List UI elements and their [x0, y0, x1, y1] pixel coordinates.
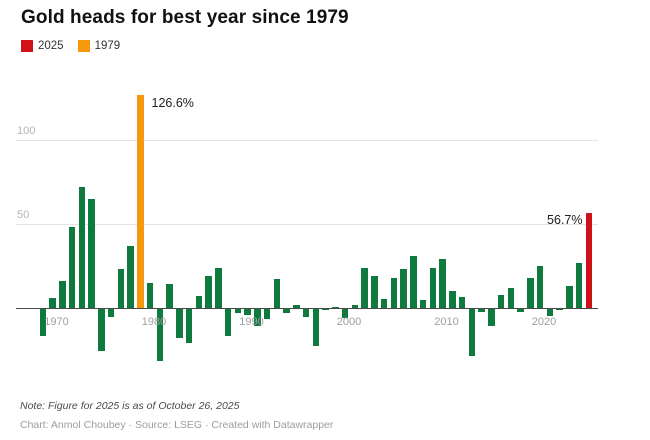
bar-1978 [127, 245, 134, 308]
bar-2020 [536, 266, 544, 308]
bar-1990 [244, 309, 251, 315]
bar-2011 [449, 291, 456, 308]
bar-1992 [263, 309, 271, 320]
bar-1985 [195, 296, 202, 308]
bar-2010 [439, 259, 446, 308]
bar-2023 [566, 286, 573, 308]
bar-2013 [468, 309, 475, 357]
bar-1996 [302, 309, 310, 318]
bar-2018 [517, 309, 524, 312]
legend-label-2025: 2025 [38, 40, 64, 52]
credits: Chart: Anmol Choubey · Source: LSEG · Cr… [20, 419, 334, 431]
bar-2004 [380, 298, 388, 308]
bar-1972 [68, 226, 76, 308]
legend-swatch-1979 [77, 40, 90, 52]
bar-2006 [400, 269, 407, 308]
bar-1988 [224, 309, 232, 336]
legend: 2025 1979 [21, 40, 120, 52]
bar-1993 [273, 279, 280, 308]
bar-2024 [575, 262, 583, 308]
bar-2005 [390, 277, 397, 308]
bar-2002 [361, 267, 368, 308]
bar-2014 [478, 309, 485, 313]
bar-1981 [156, 309, 163, 362]
chart-title: Gold heads for best year since 1979 [21, 7, 349, 28]
footnote: Note: Figure for 2025 is as of October 2… [20, 400, 240, 412]
bar-1979 [137, 95, 144, 308]
x-axis-label-1970: 1970 [44, 316, 69, 328]
bar-1991 [254, 309, 261, 326]
bar-2007 [410, 255, 417, 308]
bar-2025 [585, 212, 592, 308]
bar-1973 [78, 187, 85, 308]
bar-2022 [556, 309, 563, 310]
bar-1980 [146, 282, 154, 308]
y-axis-label-50: 50 [17, 209, 30, 221]
bar-2021 [546, 309, 553, 316]
bar-1977 [117, 269, 124, 308]
x-axis-label-2000: 2000 [336, 316, 362, 328]
bar-1995 [293, 305, 300, 308]
bar-2017 [507, 287, 514, 308]
x-axis-line [16, 308, 598, 309]
bar-1998 [322, 309, 329, 310]
bar-1976 [107, 309, 115, 318]
bar-2015 [488, 309, 495, 326]
bar-1975 [98, 309, 105, 351]
bar-1984 [185, 309, 193, 343]
bar-1970 [49, 297, 56, 308]
legend-swatch-2025 [21, 40, 33, 52]
legend-item-1979: 1979 [77, 40, 121, 52]
bar-1989 [234, 309, 241, 314]
gridline-50 [16, 224, 598, 225]
bar-1999 [332, 307, 339, 308]
bar-1986 [205, 276, 212, 308]
x-axis-label-2010: 2010 [434, 316, 459, 328]
legend-label-1979: 1979 [94, 40, 121, 52]
bar-2016 [497, 294, 505, 308]
gridline-100 [16, 140, 598, 141]
x-axis-label-2020: 2020 [531, 316, 557, 328]
bar-2012 [458, 297, 466, 308]
bar-1969 [39, 309, 46, 336]
bar-2008 [419, 299, 427, 308]
bar-2019 [527, 277, 534, 308]
x-axis-label-1990: 1990 [239, 316, 264, 328]
bar-1982 [166, 284, 173, 308]
bar-2003 [371, 276, 378, 308]
legend-item-2025: 2025 [21, 40, 64, 52]
value-label-1979: 126.6% [151, 96, 194, 111]
y-axis-label-100: 100 [17, 125, 36, 137]
plot-area: 50 100 1970 1980 1990 2000 2010 2020 126.6% 56.7% [0, 88, 650, 388]
bar-1997 [312, 309, 319, 346]
bar-2009 [429, 267, 436, 308]
bar-1987 [215, 267, 222, 308]
bar-1971 [59, 281, 66, 308]
bar-2000 [341, 309, 349, 319]
bar-2001 [351, 304, 358, 308]
bar-1974 [88, 198, 95, 308]
bar-1994 [283, 309, 290, 314]
bar-1983 [176, 309, 183, 338]
x-axis-label-1980: 1980 [141, 316, 167, 328]
value-label-2025: 56.7% [547, 212, 583, 227]
